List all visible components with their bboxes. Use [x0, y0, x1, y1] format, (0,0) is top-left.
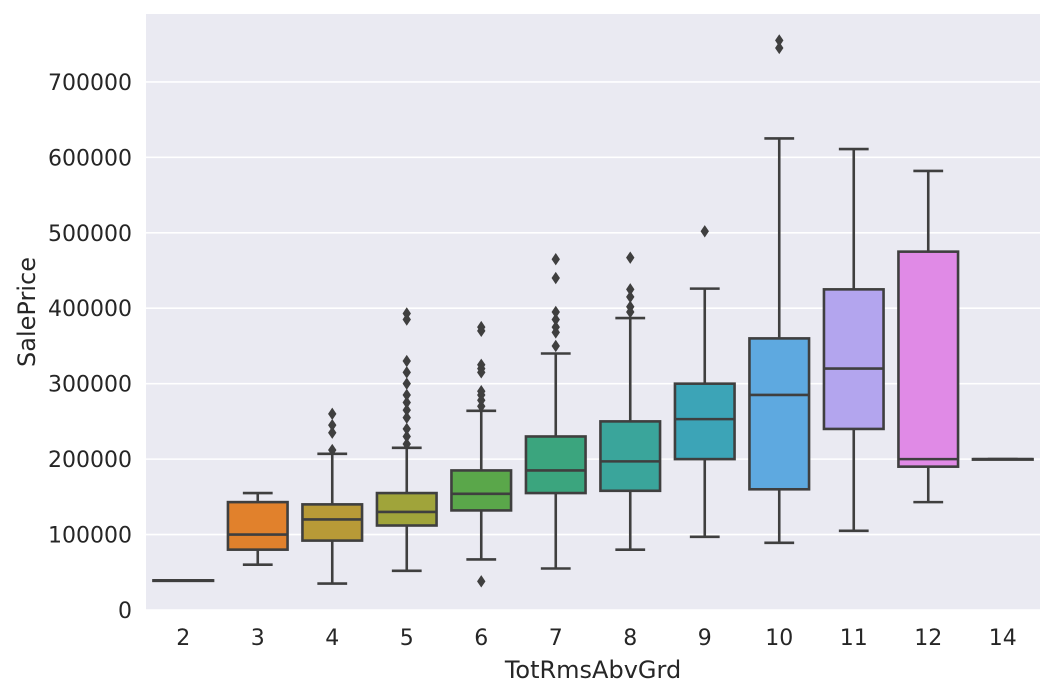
outlier-point [402, 377, 411, 390]
x-axis-ticks: 2 3 4 5 6 7 8 9 10 11 12 14 [176, 626, 1017, 651]
outlier-point [551, 252, 560, 266]
outlier-point [477, 320, 486, 334]
outlier-point [626, 251, 635, 264]
y-tick-label: 600000 [48, 146, 132, 171]
y-axis-ticks: 0 100000 200000 300000 400000 500000 600000 700… [48, 71, 132, 624]
y-tick-label: 500000 [48, 222, 132, 247]
outlier-point [402, 437, 411, 451]
x-axis-label: TotRmsAbvGrd [504, 656, 681, 684]
box-iqr [897, 250, 960, 468]
outlier-point [626, 283, 635, 296]
x-tick-label: 2 [176, 626, 190, 651]
y-tick-label: 100000 [48, 524, 132, 549]
outlier-point [626, 290, 635, 304]
box-group-9 [673, 225, 736, 539]
outlier-point [477, 385, 486, 398]
x-tick-label: 12 [914, 626, 942, 651]
outlier-point [328, 443, 337, 457]
box-group-11 [822, 147, 885, 533]
y-tick-label: 300000 [48, 373, 132, 398]
box-series [152, 34, 1034, 588]
box-iqr [301, 503, 364, 542]
x-tick-label: 6 [474, 626, 488, 651]
outlier-point [328, 407, 337, 421]
y-tick-label: 400000 [48, 297, 132, 322]
outlier-point [775, 34, 784, 47]
box-iqr [673, 382, 736, 461]
x-tick-label: 5 [400, 626, 414, 651]
outlier-point [551, 271, 560, 285]
outlier-point [551, 313, 560, 326]
gridlines [146, 81, 1040, 611]
y-tick-label: 700000 [48, 71, 132, 96]
x-tick-label: 3 [251, 626, 265, 651]
outlier-point [477, 575, 486, 588]
outlier-point [551, 320, 560, 334]
outlier-point [402, 366, 411, 379]
x-tick-label: 10 [765, 626, 793, 651]
box-group-2 [152, 579, 215, 583]
y-tick-label: 200000 [48, 448, 132, 473]
box-group-3 [226, 491, 289, 567]
box-iqr [226, 500, 289, 551]
x-tick-label: 11 [840, 626, 868, 651]
x-tick-label: 7 [549, 626, 563, 651]
x-tick-label: 9 [698, 626, 712, 651]
outlier-point [402, 430, 411, 443]
box-iqr [524, 435, 587, 495]
outlier-point [626, 300, 635, 313]
outlier-point [402, 354, 411, 368]
x-tick-label: 8 [623, 626, 637, 651]
outlier-point [700, 225, 709, 238]
box-group-6 [450, 320, 513, 588]
x-tick-label: 4 [325, 626, 339, 651]
outlier-point [402, 307, 411, 320]
plot-background [146, 14, 1040, 610]
box-group-12 [897, 169, 960, 504]
box-group-8 [599, 251, 662, 551]
outlier-point [402, 388, 411, 402]
outlier-point [328, 426, 337, 439]
box-iqr [822, 288, 885, 431]
box-group-4 [301, 407, 364, 585]
box-group-10 [748, 34, 811, 545]
outlier-point [402, 403, 411, 417]
outlier-point [477, 358, 486, 372]
outlier-point [402, 411, 411, 424]
outlier-point [551, 305, 560, 319]
box-iqr [450, 469, 513, 512]
outlier-point [402, 396, 411, 409]
box-group-14 [971, 457, 1034, 461]
outlier-point [775, 41, 784, 55]
box-iqr [748, 337, 811, 491]
y-axis-label: SalePrice [13, 257, 41, 367]
box-iqr [599, 420, 662, 493]
outlier-point [551, 339, 560, 353]
box-iqr [375, 491, 438, 527]
y-tick-label: 0 [118, 599, 132, 624]
box-group-5 [375, 307, 438, 573]
x-tick-label: 14 [989, 626, 1017, 651]
outlier-point [402, 422, 411, 436]
outlier-point [328, 418, 337, 432]
box-group-7 [524, 252, 587, 570]
